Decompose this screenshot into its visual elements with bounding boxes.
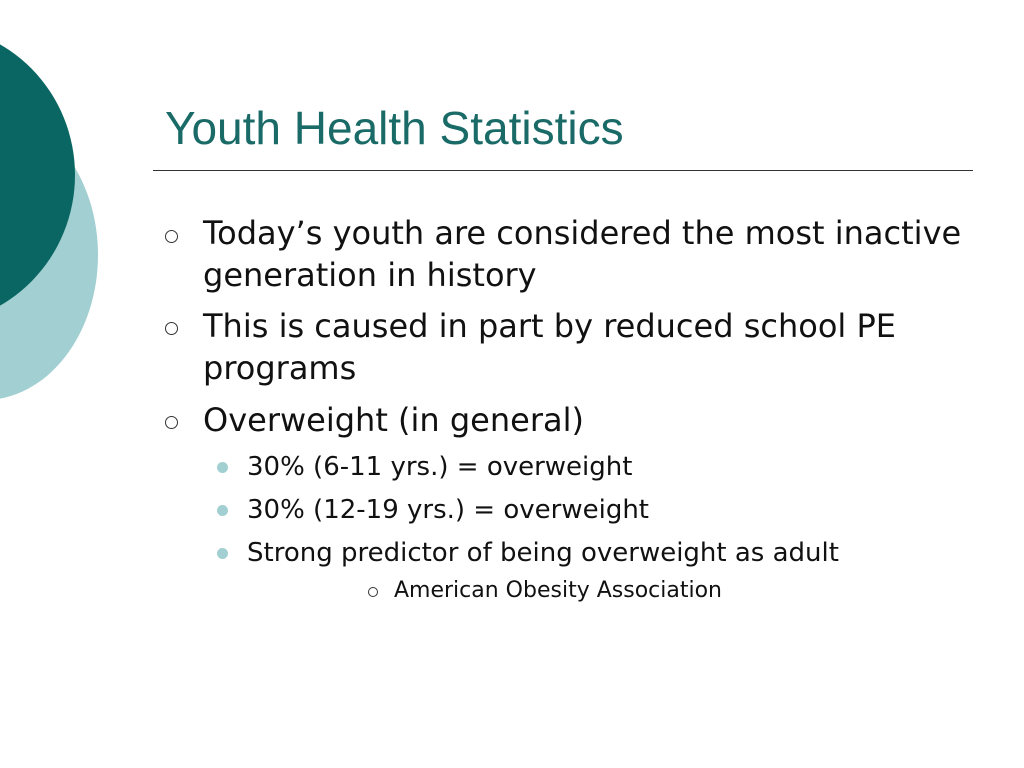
sub-bullet-item: 30% (6-11 yrs.) = overweight [247, 452, 633, 482]
sub-bullet-dot-icon [217, 505, 228, 516]
slide-title: Youth Health Statistics [165, 102, 624, 154]
title-divider [153, 170, 973, 171]
source-bullet-ring-icon [368, 587, 378, 597]
sub-bullet-dot-icon [217, 548, 228, 559]
source-citation: American Obesity Association [394, 578, 722, 603]
bullet-item: This is caused in part by reduced school… [203, 307, 896, 387]
bullet-item: Today’s youth are considered the most in… [203, 214, 962, 294]
sub-bullet-dot-icon [217, 462, 228, 473]
bullet-ring-icon [165, 416, 178, 429]
sub-bullet-item: 30% (12-19 yrs.) = overweight [247, 495, 649, 525]
bullet-ring-icon [165, 322, 178, 335]
bullet-ring-icon [165, 230, 178, 243]
sub-bullet-item: Strong predictor of being overweight as … [247, 538, 839, 568]
bullet-item: Overweight (in general) [203, 401, 584, 439]
